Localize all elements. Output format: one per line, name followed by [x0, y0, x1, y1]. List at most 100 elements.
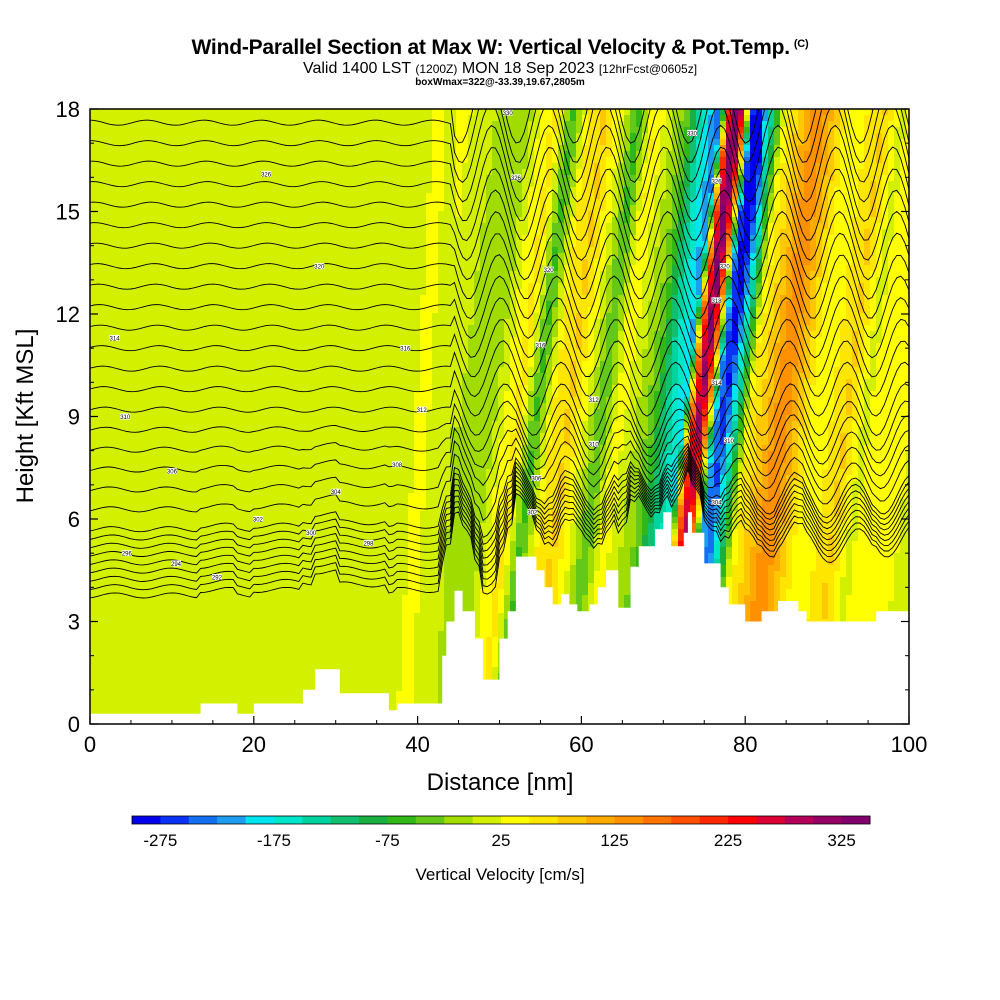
- w-cell: [144, 445, 151, 452]
- w-cell: [210, 577, 217, 584]
- w-cell: [336, 619, 343, 626]
- w-cell: [144, 313, 151, 320]
- w-cell: [174, 373, 181, 380]
- w-cell: [234, 199, 241, 206]
- w-cell: [330, 499, 337, 506]
- w-cell: [342, 463, 349, 470]
- w-cell: [90, 361, 97, 368]
- w-cell: [186, 685, 193, 692]
- w-cell: [330, 121, 337, 128]
- w-cell: [102, 379, 109, 386]
- w-cell: [156, 421, 163, 428]
- w-cell: [264, 211, 271, 218]
- w-cell: [150, 457, 157, 464]
- w-cell: [252, 223, 259, 230]
- w-cell: [210, 139, 217, 146]
- w-cell: [228, 655, 235, 662]
- w-cell: [198, 319, 205, 326]
- w-cell: [252, 133, 259, 140]
- w-cell: [102, 475, 109, 482]
- w-cell: [174, 271, 181, 278]
- w-cell: [354, 433, 361, 440]
- w-cell: [360, 589, 367, 596]
- w-cell: [336, 409, 343, 416]
- w-cell: [240, 181, 247, 188]
- w-cell: [276, 625, 283, 632]
- w-cell: [294, 535, 301, 542]
- w-cell: [246, 565, 253, 572]
- w-cell: [246, 481, 253, 488]
- w-cell: [306, 445, 313, 452]
- w-cell: [252, 349, 259, 356]
- w-cell: [150, 421, 157, 428]
- w-cell: [228, 451, 235, 458]
- w-cell: [366, 445, 373, 452]
- w-cell: [96, 139, 103, 146]
- w-cell: [144, 571, 151, 578]
- w-cell: [330, 511, 337, 518]
- w-cell: [300, 637, 307, 644]
- w-cell: [324, 151, 331, 158]
- w-cell: [246, 283, 253, 290]
- w-cell: [252, 271, 259, 278]
- w-cell: [228, 355, 235, 362]
- w-cell: [186, 367, 193, 374]
- w-cell: [306, 679, 313, 686]
- w-cell: [348, 673, 355, 680]
- w-cell: [90, 223, 97, 230]
- w-cell: [324, 409, 331, 416]
- w-cell: [258, 469, 265, 476]
- w-cell: [222, 493, 229, 500]
- w-cell: [156, 679, 163, 686]
- w-cell: [282, 553, 289, 560]
- w-cell: [210, 247, 217, 254]
- w-cell: [240, 541, 247, 548]
- w-cell: [180, 133, 187, 140]
- w-cell: [270, 247, 277, 254]
- w-cell: [180, 403, 187, 410]
- w-cell: [162, 505, 169, 512]
- w-cell: [126, 253, 133, 260]
- w-cell: [246, 367, 253, 374]
- w-cell: [348, 529, 355, 536]
- w-cell: [96, 319, 103, 326]
- w-cell: [210, 415, 217, 422]
- w-cell: [150, 547, 157, 554]
- w-cell: [162, 469, 169, 476]
- w-cell: [240, 295, 247, 302]
- w-cell: [90, 553, 97, 560]
- w-cell: [174, 415, 181, 422]
- w-cell: [252, 289, 259, 296]
- w-cell: [318, 535, 325, 542]
- w-cell: [234, 439, 241, 446]
- w-cell: [252, 523, 259, 530]
- w-cell: [126, 283, 133, 290]
- w-cell: [342, 379, 349, 386]
- w-cell: [348, 415, 355, 422]
- w-cell: [222, 355, 229, 362]
- w-cell: [294, 445, 301, 452]
- w-cell: [174, 403, 181, 410]
- w-cell: [180, 709, 187, 716]
- w-cell: [204, 499, 211, 506]
- w-cell: [114, 541, 121, 548]
- w-cell: [246, 679, 253, 686]
- w-cell: [150, 409, 157, 416]
- w-cell: [126, 439, 133, 446]
- w-cell: [198, 643, 205, 650]
- w-cell: [168, 577, 175, 584]
- w-cell: [210, 499, 217, 506]
- w-cell: [96, 271, 103, 278]
- w-cell: [234, 547, 241, 554]
- w-cell: [240, 553, 247, 560]
- w-cell: [138, 361, 145, 368]
- w-cell: [372, 553, 379, 560]
- w-cell: [144, 319, 151, 326]
- w-cell: [162, 409, 169, 416]
- w-cell: [96, 439, 103, 446]
- w-cell: [246, 373, 253, 380]
- w-cell: [342, 277, 349, 284]
- w-cell: [108, 199, 115, 206]
- w-cell: [246, 637, 253, 644]
- w-cell: [372, 649, 379, 656]
